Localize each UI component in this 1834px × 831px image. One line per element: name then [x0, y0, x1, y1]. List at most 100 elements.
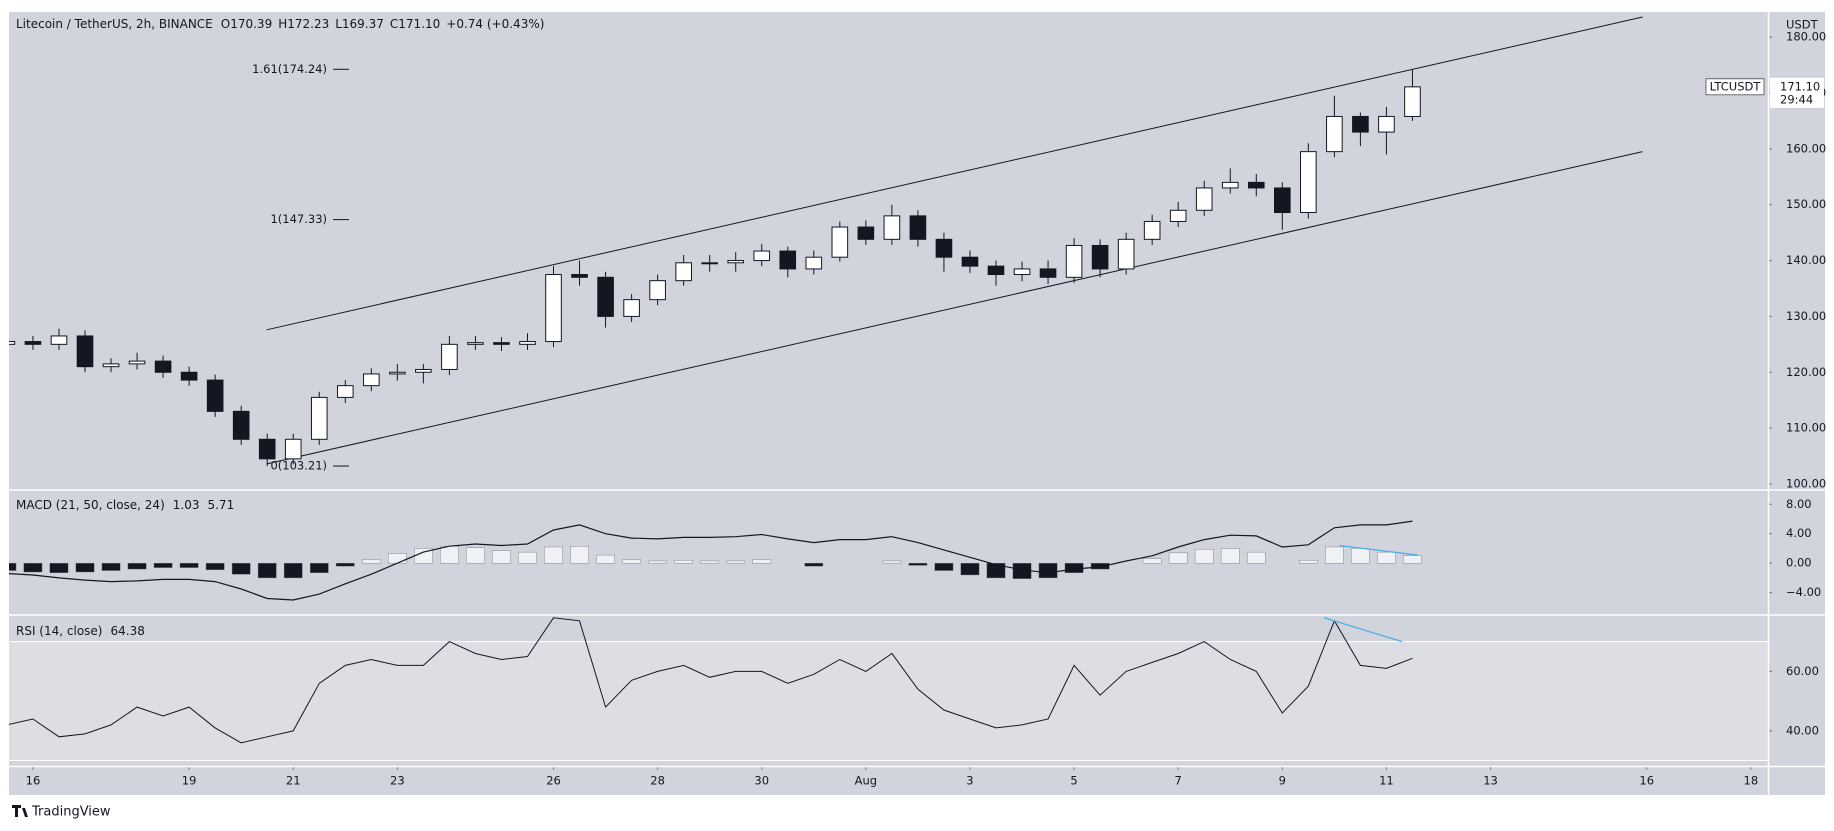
candle-body — [805, 256, 823, 270]
divergence-line — [1323, 617, 1403, 643]
candle-body — [389, 371, 406, 375]
candle-body — [258, 438, 276, 460]
macd-histogram-bar — [205, 562, 225, 571]
candle-body — [649, 280, 666, 301]
macd-histogram-bar — [908, 562, 928, 566]
macd-histogram-bar — [1038, 562, 1058, 579]
macd-histogram-bar — [1194, 548, 1214, 564]
fib-label: 1.61(174.24) — [252, 62, 327, 76]
candle-body — [441, 343, 458, 370]
macd-histogram-bar — [9, 562, 17, 571]
y-tick-label: 8.00 — [1786, 497, 1812, 511]
x-tick-label: 18 — [1744, 774, 1759, 788]
candle-body — [545, 274, 562, 343]
macd-line — [9, 520, 1413, 601]
macd-histogram-bar — [674, 560, 693, 564]
macd-histogram-bar — [466, 547, 485, 564]
macd-histogram-bar — [309, 562, 329, 573]
x-tick-label: 30 — [754, 774, 769, 788]
macd-histogram-bar — [1246, 551, 1266, 564]
x-tick-label: 5 — [1070, 774, 1077, 788]
macd-histogram-bar — [101, 562, 121, 571]
rsi-title: RSI (14, close) — [16, 624, 102, 638]
candle-body — [180, 371, 198, 381]
macd-histogram-bar — [335, 562, 355, 567]
candle-body — [310, 396, 328, 440]
candle-body — [857, 226, 875, 240]
macd-histogram-bar — [440, 546, 459, 564]
candle-body — [128, 360, 146, 365]
candle-body — [1221, 181, 1239, 189]
macd-histogram-bar — [882, 560, 902, 564]
candle-body — [1117, 238, 1135, 270]
candle-body — [519, 341, 536, 345]
candle-body — [1274, 187, 1291, 214]
macd-histogram-bar — [622, 559, 641, 564]
axes: 100.00110.00120.00130.00140.00150.00160.… — [26, 30, 1827, 788]
macd-histogram-bar — [1403, 555, 1422, 564]
rsi-pane — [9, 617, 1768, 762]
y-tick-label: 160.00 — [1786, 141, 1826, 155]
candle-body — [1404, 86, 1421, 117]
macd-histogram-bar — [1090, 562, 1110, 570]
y-tick-label: 4.00 — [1786, 526, 1812, 540]
candle-body — [779, 250, 797, 270]
candle-body — [987, 265, 1005, 276]
candle-body — [1247, 181, 1265, 189]
candle-body — [9, 341, 16, 345]
candle-body — [76, 335, 94, 368]
candle-body — [571, 274, 588, 278]
candle-body — [909, 215, 927, 240]
currency-label: USDT — [1786, 18, 1819, 32]
x-tick-label: 28 — [650, 774, 665, 788]
macd-histogram-bar — [153, 562, 173, 568]
macd-histogram-bar — [1168, 552, 1188, 564]
macd-histogram-bar — [49, 562, 69, 573]
macd-histogram-bar — [544, 546, 563, 564]
brand-logo[interactable]: TradingView — [12, 805, 111, 820]
candle-body — [727, 260, 745, 264]
macd-histogram-bar — [283, 562, 303, 579]
x-tick-label: 13 — [1483, 774, 1498, 788]
candle-body — [1039, 268, 1057, 278]
candle-body — [1143, 220, 1161, 240]
macd-histogram-bar — [570, 546, 589, 564]
candle-body — [701, 262, 718, 265]
candle-body — [1195, 187, 1213, 211]
y-tick-label: 180.00 — [1786, 30, 1826, 44]
y-tick-label: 0.00 — [1786, 556, 1812, 570]
x-tick-label: 16 — [1639, 774, 1654, 788]
channel-line — [266, 151, 1643, 465]
candle-body — [232, 410, 250, 440]
macd-title: MACD (21, 50, close, 24) — [16, 498, 165, 512]
macd-histogram-bar — [127, 562, 147, 570]
channel-line — [266, 16, 1643, 331]
logo-mark — [12, 805, 28, 817]
candle-body — [336, 385, 354, 398]
x-tick-label: 26 — [546, 774, 561, 788]
macd-histogram-bar — [75, 562, 95, 573]
x-tick-label: 23 — [390, 774, 405, 788]
candle-body — [1378, 115, 1395, 133]
macd-histogram-bar — [986, 562, 1006, 579]
candle-body — [1013, 268, 1031, 276]
macd-histogram-bar — [492, 550, 511, 564]
macd-histogram-bar — [1220, 548, 1240, 564]
macd-histogram-bar — [1299, 560, 1318, 564]
candle-body — [1300, 151, 1317, 214]
x-tick-label: 11 — [1379, 774, 1394, 788]
y-tick-label: 150.00 — [1786, 197, 1826, 211]
macd-histogram-bar — [596, 554, 615, 564]
macd-histogram-bar — [1142, 558, 1162, 564]
candle-body — [24, 341, 42, 345]
candle-body — [1065, 244, 1083, 278]
ohlc-low: L169.37 — [335, 17, 384, 31]
macd-histogram-bar — [388, 553, 407, 564]
candle-body — [415, 368, 432, 373]
rsi-value: 64.38 — [110, 624, 144, 638]
price-tag — [1770, 77, 1824, 108]
x-tick-label: 7 — [1175, 774, 1182, 788]
y-tick-label: 120.00 — [1786, 365, 1826, 379]
